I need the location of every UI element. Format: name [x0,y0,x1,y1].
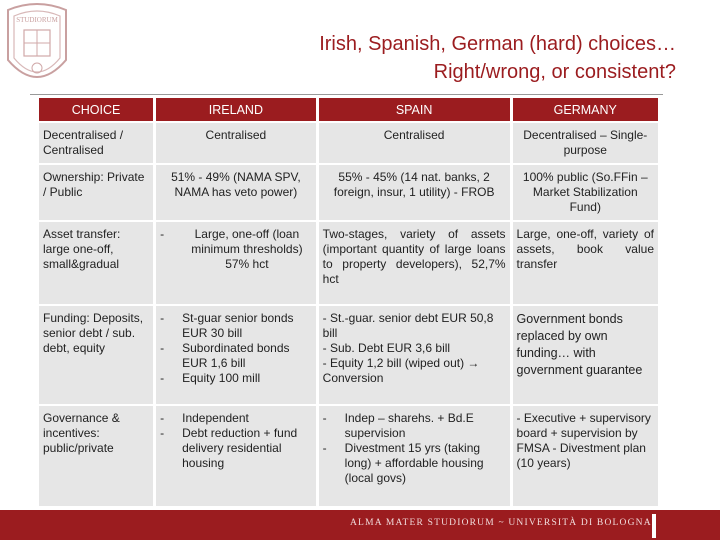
cell-choice: Asset transfer: large one-off, small&gra… [39,222,154,304]
header-germany: GERMANY [512,98,658,121]
table-row: Decentralised / Centralised Centralised … [39,123,658,163]
cell-germany: Decentralised – Single-purpose [512,123,658,163]
list-item: - St.-guar. senior debt EUR 50,8 bill [322,311,494,340]
list-dash: - [160,311,165,325]
header-ireland: IRELAND [156,98,316,121]
cell-germany: Large, one-off, variety of assets, book … [512,222,658,304]
cell-ireland: Centralised [156,123,316,163]
list-dash: - [322,411,327,425]
list-text: Indep – sharehs. + Bd.E supervision [344,411,474,440]
table-row: Funding: Deposits, senior debt / sub. de… [39,306,658,404]
list-dash: - [160,227,165,241]
cell-choice: Funding: Deposits, senior debt / sub. de… [39,306,154,404]
list-dash: - [322,441,327,455]
cell-spain: Two-stages, variety of assets (important… [318,222,510,304]
cell-spain: 55% - 45% (14 nat. banks, 2 foreign, ins… [318,165,510,220]
table-row: Governance & incentives: public/private … [39,406,658,506]
cell-germany: Government bonds replaced by own funding… [512,306,658,404]
table-row: Asset transfer: large one-off, small&gra… [39,222,658,304]
header-choice: CHOICE [39,98,154,121]
list-item: - Sub. Debt EUR 3,6 bill [322,341,451,355]
list-text: Large, one-off (loan minimum thresholds)… [191,227,303,271]
seal-lettering: STUDIORUM [16,16,58,24]
list-dash: - [160,371,165,385]
list-item: - Large, one-off (loan minimum threshold… [160,227,312,272]
cell-germany: - Executive + supervisory board + superv… [512,406,658,506]
cell-choice: Decentralised / Centralised [39,123,154,163]
list-item: - Equity 1,2 bill (wiped out) → Conversi… [322,356,480,385]
list-text: Subordinated bonds EUR 1,6 bill [182,341,290,370]
table-header-row: CHOICE IRELAND SPAIN GERMANY [39,98,658,121]
title-line-2: Right/wrong, or consistent? [433,61,676,83]
list-text: St-guar senior bonds EUR 30 bill [182,311,294,340]
list-item: - Equity 100 mill [160,371,312,386]
title-divider [30,94,663,95]
table-row: Ownership: Private / Public 51% - 49% (N… [39,165,658,220]
footer-bar: ALMA MATER STUDIORUM ~ UNIVERSITÀ DI BOL… [0,510,720,540]
cell-ireland: 51% - 49% (NAMA SPV, NAMA has veto power… [156,165,316,220]
list-dash: - [160,411,165,425]
cell-ireland: - St-guar senior bonds EUR 30 bill - Sub… [156,306,316,404]
list-dash: - [160,426,165,440]
cell-spain: - Indep – sharehs. + Bd.E supervision - … [318,406,510,506]
cell-germany: 100% public (So.FFin – Market Stabilizat… [512,165,658,220]
cell-ireland: - Large, one-off (loan minimum threshold… [156,222,316,304]
list-item: - St-guar senior bonds EUR 30 bill [160,311,312,341]
list-item: - Debt reduction + fund delivery residen… [160,426,312,471]
list-dash: - [160,341,165,355]
list-item: - Divestment 15 yrs (taking long) + affo… [323,441,506,486]
footer-divider [652,514,656,538]
cell-spain: Centralised [318,123,510,163]
slide-title: Irish, Spanish, German (hard) choices… R… [319,30,676,86]
list-text: Equity 100 mill [182,371,261,385]
list-text: Divestment 15 yrs (taking long) + afford… [344,441,484,485]
list-item: - Subordinated bonds EUR 1,6 bill [160,341,312,371]
list-item: - Independent [160,411,312,426]
cell-choice: Governance & incentives: public/private [39,406,154,506]
list-text: Debt reduction + fund delivery residenti… [182,426,298,470]
cell-choice: Ownership: Private / Public [39,165,154,220]
footer-university-name: ALMA MATER STUDIORUM ~ UNIVERSITÀ DI BOL… [350,518,652,528]
university-seal-logo: STUDIORUM [7,3,67,78]
title-line-1: Irish, Spanish, German (hard) choices… [319,33,676,55]
cell-ireland: - Independent - Debt reduction + fund de… [156,406,316,506]
cell-spain: - St.-guar. senior debt EUR 50,8 bill - … [318,306,510,404]
list-text: Independent [182,411,249,425]
comparison-table: CHOICE IRELAND SPAIN GERMANY Decentralis… [36,96,661,508]
list-item: - Indep – sharehs. + Bd.E supervision [323,411,506,441]
header-spain: SPAIN [318,98,510,121]
